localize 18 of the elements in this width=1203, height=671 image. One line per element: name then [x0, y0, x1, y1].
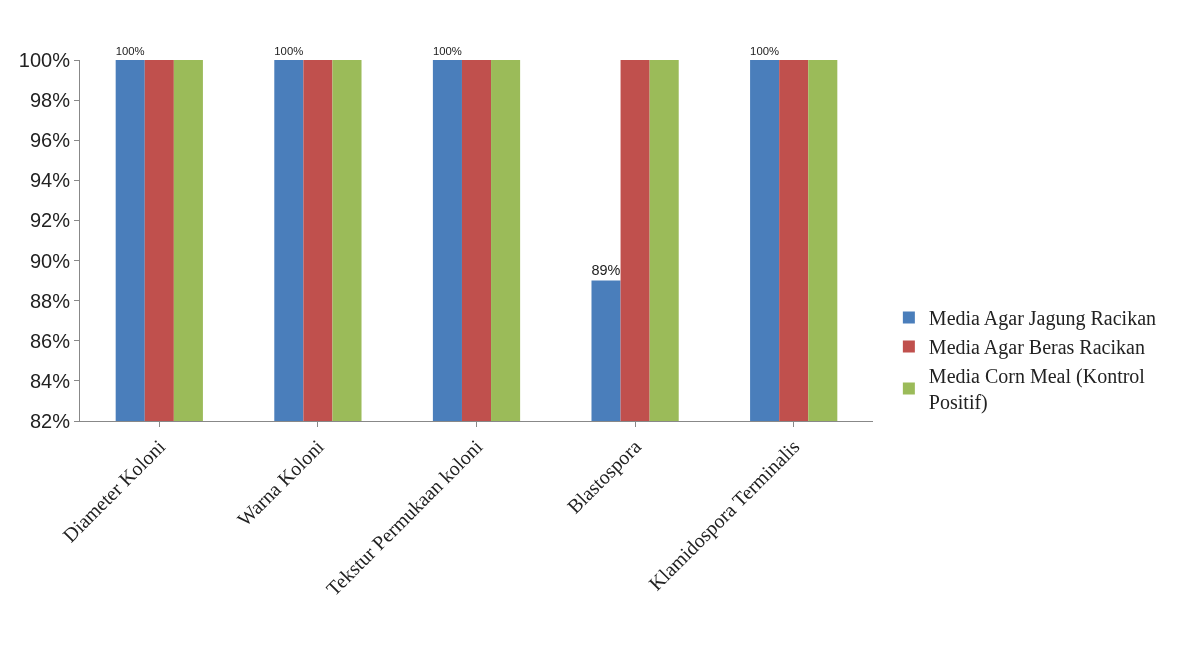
legend-label: Media Agar Jagung Racikan — [928, 307, 1157, 331]
y-tick-label: 98% — [29, 89, 71, 112]
data-label: 100% — [432, 44, 462, 57]
y-tick-label: 82% — [29, 410, 71, 432]
y-tick-label: 90% — [29, 249, 71, 272]
y-tick-label: 100% — [18, 49, 71, 71]
y-tick-label: 94% — [29, 169, 71, 192]
y-tick-label: 88% — [29, 289, 71, 312]
legend-label: Media Agar Beras Racikan — [928, 336, 1145, 360]
data-label: 100% — [115, 44, 145, 57]
data-label: 89% — [591, 261, 621, 278]
y-tick-label: 92% — [29, 209, 71, 232]
legend-label: Media Corn Meal (Kontrol Positif) — [928, 365, 1146, 415]
y-tick-label: 84% — [29, 369, 71, 392]
y-tick-label: 96% — [29, 129, 71, 152]
data-label: 100% — [750, 44, 780, 57]
data-label: 100% — [274, 44, 304, 57]
y-tick-label: 86% — [29, 329, 71, 352]
